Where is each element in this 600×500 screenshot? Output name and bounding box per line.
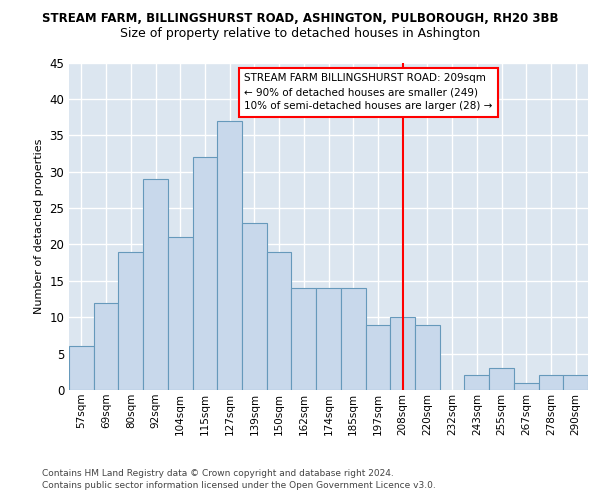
Text: STREAM FARM BILLINGSHURST ROAD: 209sqm
← 90% of detached houses are smaller (249: STREAM FARM BILLINGSHURST ROAD: 209sqm ←… — [244, 74, 493, 112]
Text: STREAM FARM, BILLINGSHURST ROAD, ASHINGTON, PULBOROUGH, RH20 3BB: STREAM FARM, BILLINGSHURST ROAD, ASHINGT… — [42, 12, 558, 26]
Bar — [69, 346, 94, 390]
Bar — [292, 288, 316, 390]
Text: Contains public sector information licensed under the Open Government Licence v3: Contains public sector information licen… — [42, 481, 436, 490]
Bar — [514, 382, 539, 390]
Bar — [217, 120, 242, 390]
Bar — [242, 222, 267, 390]
Bar — [365, 324, 390, 390]
Bar — [267, 252, 292, 390]
Bar — [464, 376, 489, 390]
Bar — [118, 252, 143, 390]
Bar — [341, 288, 365, 390]
Bar — [316, 288, 341, 390]
Y-axis label: Number of detached properties: Number of detached properties — [34, 138, 44, 314]
Bar — [489, 368, 514, 390]
Bar — [563, 376, 588, 390]
Bar — [94, 302, 118, 390]
Bar — [193, 157, 217, 390]
Bar — [168, 237, 193, 390]
Bar — [539, 376, 563, 390]
Bar — [143, 179, 168, 390]
Bar — [415, 324, 440, 390]
Bar — [390, 317, 415, 390]
Text: Size of property relative to detached houses in Ashington: Size of property relative to detached ho… — [120, 28, 480, 40]
Text: Contains HM Land Registry data © Crown copyright and database right 2024.: Contains HM Land Registry data © Crown c… — [42, 468, 394, 477]
